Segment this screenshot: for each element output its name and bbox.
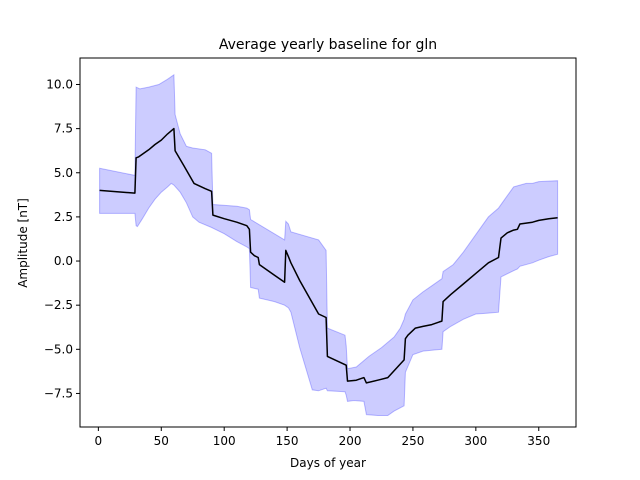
confidence-band: [99, 73, 559, 416]
x-tick-label: 350: [527, 434, 550, 448]
series-line-0: [99, 127, 558, 384]
y-tick-label: 5.0: [54, 166, 73, 180]
x-tick-label: 50: [154, 434, 169, 448]
y-axis-ticks: −7.5 −5.0 −2.5 0.0 2.5 5.0 7.5 10.0: [44, 77, 80, 400]
y-tick-label: 10.0: [46, 77, 73, 91]
x-tick-label: 150: [276, 434, 299, 448]
x-axis-label: Days of year: [290, 456, 366, 470]
y-tick-label: 7.5: [54, 122, 73, 136]
y-tick-label: 0.0: [54, 254, 73, 268]
y-tick-label: 2.5: [54, 210, 73, 224]
line-series-layer: [99, 127, 558, 384]
y-axis-label: Amplitude [nT]: [16, 198, 30, 288]
x-axis-ticks: 0 50 100 150 200 250 300 350: [95, 427, 550, 448]
x-tick-label: 0: [95, 434, 103, 448]
y-tick-label: −2.5: [44, 298, 73, 312]
x-tick-label: 100: [213, 434, 236, 448]
x-tick-label: 200: [339, 434, 362, 448]
chart-title: Average yearly baseline for gln: [219, 37, 437, 53]
y-tick-label: −7.5: [44, 386, 73, 400]
confidence-band-layer: [99, 73, 559, 416]
y-tick-label: −5.0: [44, 342, 73, 356]
x-tick-label: 300: [464, 434, 487, 448]
plot-area-frame: [79, 57, 577, 428]
x-tick-label: 250: [401, 434, 424, 448]
